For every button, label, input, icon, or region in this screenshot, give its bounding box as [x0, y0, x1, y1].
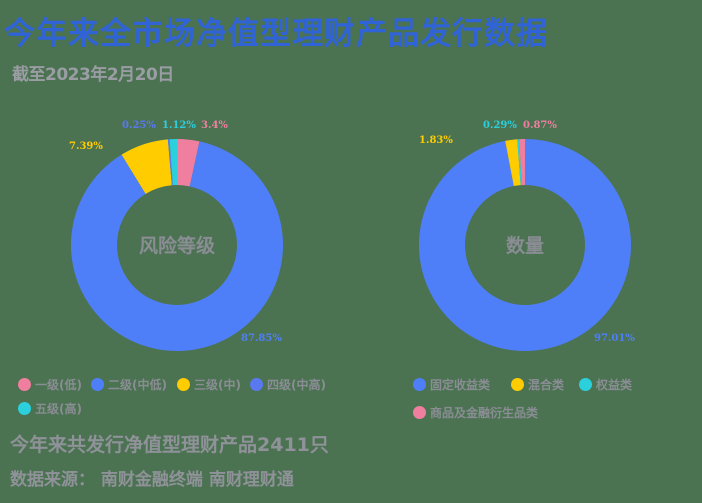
legend-item-mixed[interactable]: 混合类	[511, 376, 564, 393]
donut-segment[interactable]	[177, 139, 200, 187]
legend-item-level3[interactable]: 三级(中)	[177, 376, 241, 393]
product-type-donut-chart: 97.01% 1.83% 0.29% 0.87% 数量	[408, 100, 648, 360]
data-source-text: 数据来源： 南财金融终端 南财理财通	[10, 470, 294, 490]
risk-level-legend: 一级(低) 二级(中低) 三级(中) 四级(中高) 五级(高)	[18, 376, 358, 416]
product-type-legend: 固定收益类 混合类 权益类 商品及金融衍生品类	[413, 376, 693, 420]
legend-dot	[18, 402, 31, 415]
legend-item-equity[interactable]: 权益类	[579, 376, 632, 393]
legend-dot	[511, 378, 524, 391]
legend-dot	[91, 378, 104, 391]
percent-label: 0.87%	[523, 120, 557, 131]
percent-label: 7.39%	[69, 141, 103, 152]
risk-level-donut-chart: 3.4% 87.85% 7.39% 0.25% 1.12% 风险等级	[60, 100, 300, 360]
donut-segment[interactable]	[418, 139, 631, 352]
legend-item-level4[interactable]: 四级(中高)	[250, 376, 326, 393]
percent-label: 0.25%	[122, 120, 156, 131]
donut-segment[interactable]	[167, 139, 173, 186]
legend-item-commodity-derivatives[interactable]: 商品及金融衍生品类	[413, 404, 538, 421]
donut-center-label: 数量	[506, 234, 544, 257]
legend-dot	[250, 378, 263, 391]
percent-label: 97.01%	[594, 333, 635, 344]
legend-item-level5[interactable]: 五级(高)	[18, 400, 82, 417]
donut-segment[interactable]	[169, 139, 177, 186]
legend-dot	[413, 406, 426, 419]
legend-item-level1[interactable]: 一级(低)	[18, 376, 82, 393]
donut-segment[interactable]	[121, 139, 172, 194]
legend-item-level2[interactable]: 二级(中低)	[91, 376, 167, 393]
donut-segment[interactable]	[70, 141, 284, 351]
donut-segment[interactable]	[519, 139, 525, 186]
legend-dot	[18, 378, 31, 391]
legend-dot	[579, 378, 592, 391]
percent-label: 0.29%	[483, 120, 517, 131]
donut-center-label: 风险等级	[139, 234, 215, 257]
percent-label: 87.85%	[241, 333, 282, 344]
date-subtitle: 截至2023年2月20日	[12, 65, 174, 85]
percent-label: 1.12%	[162, 120, 196, 131]
legend-dot	[177, 378, 190, 391]
percent-label: 1.83%	[419, 135, 453, 146]
total-issued-text: 今年来共发行净值型理财产品2411只	[10, 434, 329, 456]
donut-segment[interactable]	[517, 139, 522, 186]
page-title: 今年来全市场净值型理财产品发行数据	[4, 16, 548, 52]
donut-segment[interactable]	[505, 139, 521, 187]
legend-dot	[413, 378, 426, 391]
legend-item-fixed-income[interactable]: 固定收益类	[413, 376, 490, 393]
percent-label: 3.4%	[201, 120, 228, 131]
